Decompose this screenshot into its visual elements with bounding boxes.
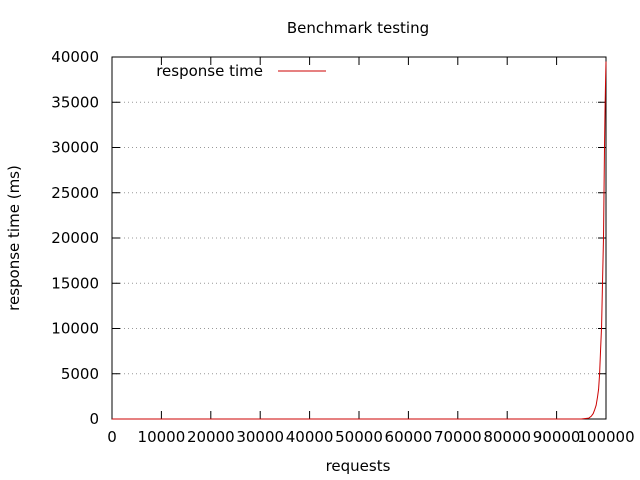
legend-label: response time bbox=[156, 62, 263, 80]
y-tick-label: 10000 bbox=[51, 320, 99, 338]
x-tick-label: 50000 bbox=[335, 428, 383, 446]
plot-frame bbox=[111, 56, 607, 420]
y-tick-label: 15000 bbox=[51, 274, 99, 292]
x-tick-label: 10000 bbox=[138, 428, 186, 446]
x-axis: 0 10000 20000 30000 40000 50000 60000 70000 8000… bbox=[107, 57, 635, 446]
x-axis-label: requests bbox=[326, 457, 391, 475]
y-tick-label: 30000 bbox=[51, 139, 99, 157]
chart-title: Benchmark testing bbox=[287, 19, 429, 37]
x-tick-label: 0 bbox=[107, 428, 117, 446]
x-tick-label: 60000 bbox=[385, 428, 433, 446]
y-tick-label: 5000 bbox=[61, 365, 99, 383]
x-tick-label: 30000 bbox=[236, 428, 284, 446]
grid-lines bbox=[112, 101, 606, 375]
x-tick-label: 20000 bbox=[187, 428, 235, 446]
series-line bbox=[112, 61, 607, 420]
x-tick-label: 80000 bbox=[483, 428, 531, 446]
legend: response time bbox=[156, 62, 326, 80]
y-axis: 0 5000 10000 15000 20000 25000 30000 35000 40000 bbox=[51, 48, 606, 428]
x-tick-label: 100000 bbox=[577, 428, 634, 446]
y-tick-label: 20000 bbox=[51, 229, 99, 247]
y-tick-label: 40000 bbox=[51, 48, 99, 66]
x-tick-label: 70000 bbox=[434, 428, 482, 446]
x-tick-label: 90000 bbox=[533, 428, 581, 446]
y-tick-label: 25000 bbox=[51, 184, 99, 202]
y-axis-label: response time (ms) bbox=[5, 165, 23, 311]
series-group bbox=[112, 61, 607, 420]
x-tick-label: 40000 bbox=[286, 428, 334, 446]
y-tick-label: 35000 bbox=[51, 93, 99, 111]
y-tick-label: 0 bbox=[89, 410, 99, 428]
